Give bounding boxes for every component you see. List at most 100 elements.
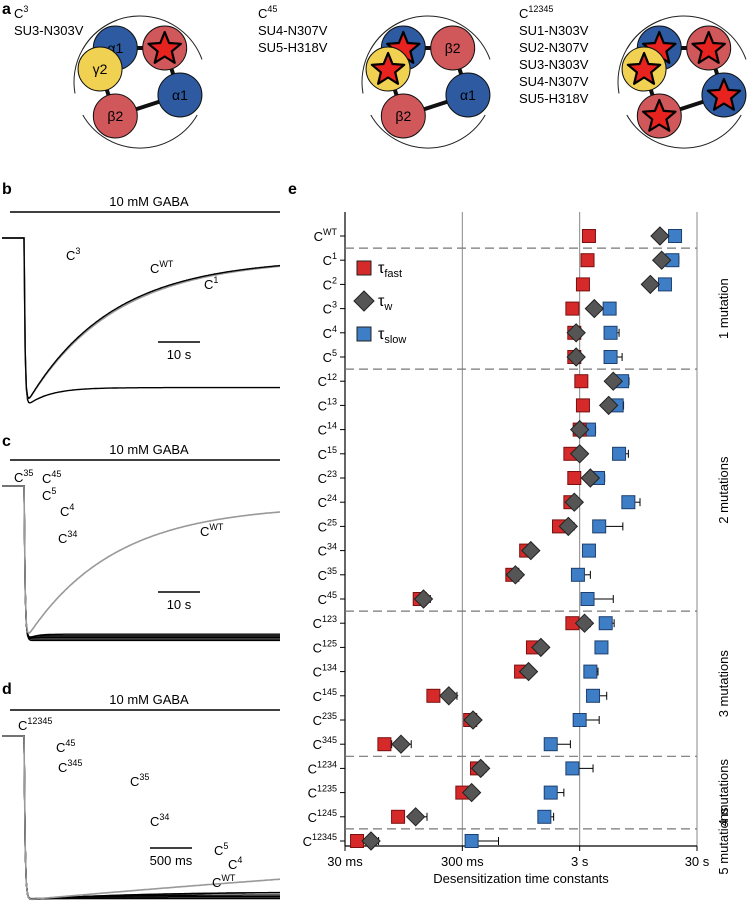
data-row: C2 bbox=[323, 274, 672, 295]
tau-slow-marker bbox=[570, 567, 585, 582]
label-superscript: 45 bbox=[267, 4, 277, 14]
label-base: C bbox=[228, 857, 237, 872]
construct-name: C3 bbox=[14, 4, 28, 21]
legend-label: τslow bbox=[378, 326, 406, 346]
label-superscript: 23 bbox=[327, 469, 337, 479]
data-row: C1235 bbox=[308, 782, 565, 803]
subunit-label: β2 bbox=[107, 108, 123, 124]
label-base: C bbox=[212, 875, 221, 890]
row-label: C1235 bbox=[308, 784, 337, 801]
label-superscript: 45 bbox=[65, 738, 75, 748]
row-label: C23 bbox=[318, 469, 337, 486]
label-base: C bbox=[318, 495, 327, 510]
tau-slow-marker bbox=[583, 664, 598, 679]
label-superscript: 45 bbox=[327, 590, 337, 600]
legend-square-icon bbox=[356, 260, 372, 276]
tau-slow-marker bbox=[657, 277, 672, 292]
trace-label: C45 bbox=[56, 738, 75, 755]
current-trace bbox=[2, 485, 280, 639]
tau-slow-marker bbox=[565, 761, 580, 776]
data-row: C23 bbox=[318, 468, 606, 488]
label-superscript: 4 bbox=[69, 502, 74, 512]
label-superscript: 235 bbox=[322, 711, 337, 721]
row-label: C12 bbox=[318, 372, 337, 389]
tau-w-marker bbox=[413, 589, 434, 609]
row-label: C1 bbox=[323, 251, 337, 268]
label-base: C bbox=[318, 471, 327, 486]
panel-a-receptor-diagrams: C3SU3-N303Vα1α1β2γ2C45SU4-N307VSU5-H318V… bbox=[14, 4, 747, 149]
tau-slow-marker bbox=[598, 616, 613, 631]
tau-w-marker bbox=[521, 540, 541, 561]
tau-w-marker bbox=[650, 226, 670, 246]
label-base: C bbox=[150, 814, 159, 829]
row-label: C235 bbox=[313, 711, 337, 728]
data-row: C13 bbox=[318, 395, 625, 416]
label-superscript: WT bbox=[221, 873, 235, 883]
label-superscript: 123 bbox=[322, 614, 337, 624]
mutation-star-icon bbox=[642, 98, 677, 132]
group-label: 4 mutations bbox=[716, 758, 731, 826]
tau-fast-marker bbox=[581, 229, 596, 243]
label-superscript: 125 bbox=[322, 638, 337, 648]
label-base: C bbox=[313, 713, 322, 728]
mutation-label: SU2-N307V bbox=[519, 40, 589, 55]
current-trace bbox=[2, 237, 281, 400]
label-superscript: 35 bbox=[139, 772, 149, 782]
current-trace bbox=[2, 485, 280, 640]
trace-label: CWT bbox=[212, 873, 236, 890]
mutation-label: SU4-N307V bbox=[519, 74, 589, 89]
row-label: C134 bbox=[313, 663, 337, 680]
tau-w-marker bbox=[598, 395, 619, 416]
panel-letter-c: c bbox=[2, 433, 11, 450]
label-subscript: fast bbox=[384, 268, 402, 280]
label-base: C bbox=[58, 531, 67, 546]
trace-label: C34 bbox=[150, 812, 169, 829]
trace-label: C5 bbox=[42, 486, 56, 503]
subunit-circle bbox=[157, 72, 203, 118]
tau-w-marker bbox=[463, 710, 483, 730]
current-trace bbox=[2, 735, 280, 900]
label-base: C bbox=[14, 470, 23, 485]
label-superscript: 25 bbox=[327, 517, 337, 527]
data-row: C25 bbox=[318, 516, 624, 537]
tau-w-marker bbox=[574, 613, 595, 633]
group-label: 2 mutations bbox=[716, 456, 731, 524]
label-base: C bbox=[308, 786, 317, 801]
outer-arc bbox=[370, 114, 486, 149]
stimulus-label: 10 mM GABA bbox=[109, 194, 189, 209]
current-trace bbox=[2, 237, 280, 404]
outer-arc bbox=[626, 114, 742, 149]
tau-slow-marker bbox=[603, 350, 618, 364]
row-label: C12345 bbox=[303, 832, 337, 849]
stimulus-label: 10 mM GABA bbox=[109, 442, 189, 457]
current-trace bbox=[2, 485, 280, 639]
subunit-circle bbox=[77, 46, 123, 92]
trace-label: C35 bbox=[130, 772, 149, 789]
tau-slow-marker bbox=[612, 446, 627, 461]
label-superscript: 145 bbox=[322, 687, 337, 697]
outer-arc bbox=[73, 19, 118, 94]
label-superscript: 35 bbox=[23, 468, 33, 478]
tau-w-marker bbox=[564, 492, 585, 512]
label-superscript: 1 bbox=[332, 251, 337, 261]
label-base: C bbox=[200, 524, 209, 539]
tau-slow-marker bbox=[572, 713, 587, 727]
trace-label: CWT bbox=[200, 522, 224, 539]
data-row: C345 bbox=[313, 734, 571, 754]
current-trace bbox=[2, 735, 281, 900]
x-tick-label: 30 s bbox=[685, 854, 710, 869]
label-base: C bbox=[318, 544, 327, 559]
tau-fast-marker bbox=[574, 374, 589, 389]
label-base: C bbox=[318, 374, 327, 389]
label-base: C bbox=[130, 774, 139, 789]
label-base: C bbox=[60, 504, 69, 519]
row-label: C123 bbox=[313, 614, 337, 631]
subunit-label: β2 bbox=[395, 108, 411, 124]
label-base: C bbox=[313, 616, 322, 631]
tau-w-marker bbox=[361, 831, 381, 851]
label-superscript: 5 bbox=[51, 486, 56, 496]
label-superscript: 34 bbox=[159, 812, 169, 822]
mutation-star-icon bbox=[626, 51, 662, 85]
tau-w-marker bbox=[531, 637, 551, 658]
